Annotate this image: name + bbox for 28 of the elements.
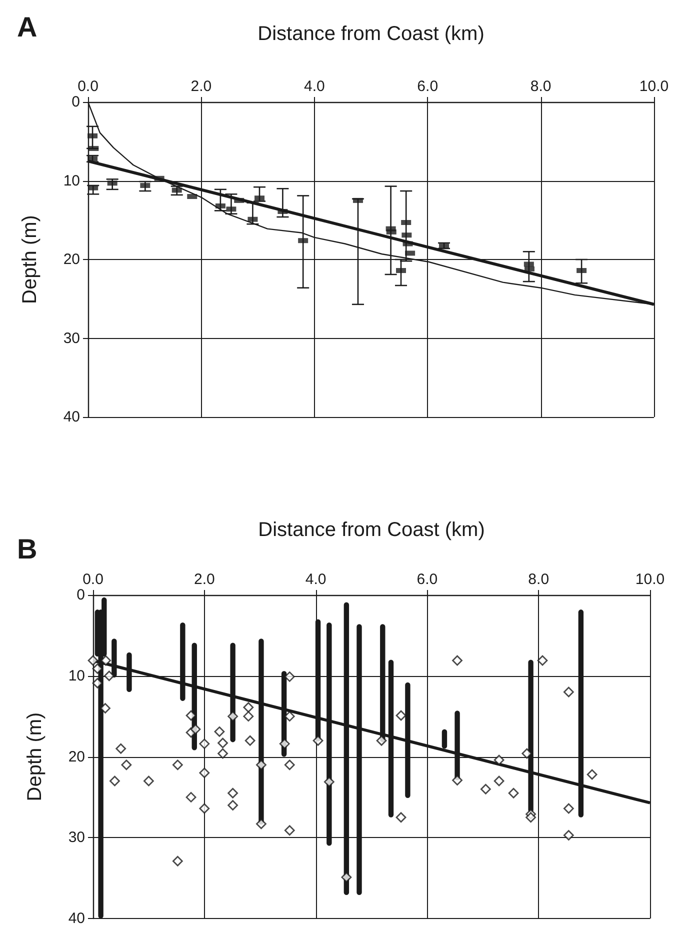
x-tick-label: 10.0: [639, 78, 669, 95]
y-axis-title: Depth (m): [24, 712, 46, 802]
x-tick-label: 0.0: [78, 78, 98, 95]
x-tick-label: 2.0: [190, 78, 212, 95]
x-axis-title: Distance from Coast (km): [258, 23, 484, 45]
y-tick-label: 20: [63, 251, 80, 268]
x-tick-label: 8.0: [528, 571, 550, 588]
y-tick-label: 20: [68, 748, 85, 766]
x-tick-label: 6.0: [416, 571, 438, 588]
y-tick-label: 40: [68, 910, 85, 926]
y-tick-label: 0: [72, 94, 80, 110]
y-tick-label: 10: [68, 667, 85, 684]
x-tick-label: 0.0: [82, 571, 104, 588]
chart-title: B: [17, 534, 38, 564]
x-tick-label: 10.0: [635, 571, 665, 588]
y-axis-title: Depth (m): [19, 215, 41, 304]
x-tick-label: 4.0: [305, 571, 326, 588]
x-tick-label: 8.0: [530, 78, 552, 95]
x-axis-title: Distance from Coast (km): [258, 519, 485, 541]
x-tick-label: 4.0: [304, 78, 325, 95]
y-tick-label: 0: [76, 586, 85, 604]
x-tick-label: 2.0: [194, 571, 215, 588]
x-tick-label: 6.0: [417, 78, 438, 95]
y-tick-label: 10: [63, 172, 80, 190]
y-tick-label: 40: [63, 408, 80, 426]
y-tick-label: 30: [68, 829, 85, 846]
chart-title: A: [17, 12, 38, 42]
y-tick-label: 30: [63, 330, 80, 347]
